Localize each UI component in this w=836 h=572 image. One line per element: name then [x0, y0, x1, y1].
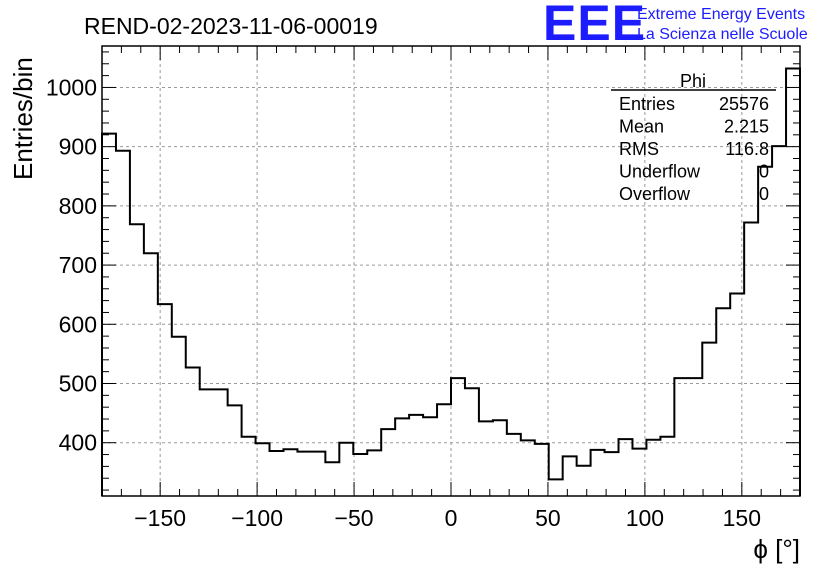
chart-title: REND-02-2023-11-06-00019 [84, 13, 378, 39]
x-tick-label: −50 [335, 505, 374, 531]
x-tick-label: 100 [626, 505, 664, 531]
logo-line-2: La Scienza nelle Scuole [637, 26, 808, 43]
x-tick-label: 150 [723, 505, 761, 531]
stats-row-label: Overflow [619, 184, 691, 204]
y-tick-label: 400 [59, 430, 97, 456]
tick-labels: −150 −100 −50 0 50 100 150 400 500 600 700 800 900 10… [46, 74, 761, 531]
grid-layer [102, 46, 800, 496]
y-tick-label: 1000 [46, 74, 97, 100]
stats-rows: Entries 25576 Mean 2.215 RMS 116.8 Underflow 0 O… [619, 94, 769, 204]
x-tick-label: 50 [535, 505, 561, 531]
stats-row-value: 0 [759, 184, 769, 204]
y-tick-label: 600 [59, 311, 97, 337]
stats-row-value: 116.8 [725, 139, 769, 159]
histogram-line [101, 67, 801, 496]
y-tick-label: 500 [59, 371, 97, 397]
x-tick-label: −100 [231, 505, 283, 531]
stats-box: Phi Entries 25576 Mean 2.215 RMS 116.8 Underfl… [611, 71, 776, 204]
x-axis-label: ϕ [°] [753, 534, 800, 564]
stats-row-label: Underflow [619, 162, 701, 182]
y-axis-label: Entries/bin [8, 57, 38, 180]
stats-row-label: Entries [619, 94, 675, 114]
stats-row-value: 2.215 [724, 117, 769, 137]
ticks-layer [101, 46, 801, 496]
x-tick-label: −150 [134, 505, 186, 531]
x-tick-label: 0 [445, 505, 458, 531]
stats-row-label: Mean [619, 117, 664, 137]
stats-row-label: RMS [619, 139, 659, 159]
y-tick-label: 900 [59, 134, 97, 160]
eee-logo: EEE [543, 0, 647, 51]
stats-title: Phi [680, 71, 706, 91]
y-tick-label: 700 [59, 252, 97, 278]
stats-row-value: 0 [759, 162, 769, 182]
y-tick-label: 800 [59, 193, 97, 219]
stats-row-value: 25576 [719, 94, 769, 114]
logo-line-1: Extreme Energy Events [637, 6, 806, 23]
